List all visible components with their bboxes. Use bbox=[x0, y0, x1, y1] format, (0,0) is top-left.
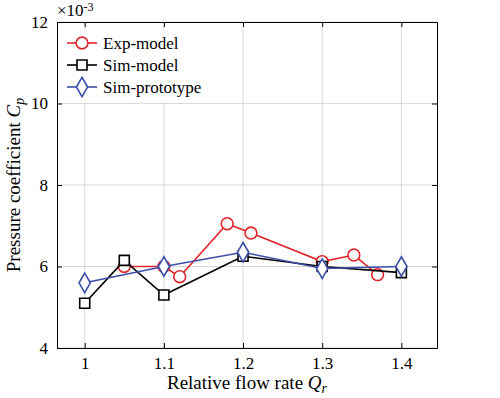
axis-line bbox=[58, 22, 438, 23]
tick-label: 4 bbox=[40, 339, 49, 358]
tick-label: 1.3 bbox=[312, 354, 333, 373]
series-layer bbox=[79, 218, 407, 308]
tick-mark bbox=[432, 348, 437, 349]
tick bbox=[322, 22, 323, 27]
tick-label: 12 bbox=[31, 13, 48, 32]
tick-mark bbox=[85, 22, 86, 27]
tick-mark bbox=[243, 22, 244, 27]
plot: 1 1.1 1.2 1.3 1.4 4 6 8 10 12 Exp-model Sim-model Si… bbox=[31, 13, 438, 373]
tick-mark bbox=[57, 104, 62, 105]
tick bbox=[432, 348, 437, 349]
tick bbox=[401, 22, 402, 27]
annotation-superscript: -3 bbox=[84, 0, 94, 14]
legend-marker bbox=[76, 37, 88, 49]
tick-mark bbox=[57, 185, 62, 186]
tick bbox=[432, 22, 437, 23]
legend-label: Exp-model bbox=[103, 34, 179, 53]
legend-label: Sim-prototype bbox=[103, 78, 201, 97]
tick-mark bbox=[57, 267, 62, 268]
tick-mark bbox=[401, 22, 402, 27]
tick-mark bbox=[322, 22, 323, 27]
tick bbox=[432, 104, 437, 105]
tick: 10 bbox=[31, 94, 62, 113]
marker bbox=[159, 290, 169, 300]
tick: 1.1 bbox=[154, 343, 175, 373]
legend-background bbox=[63, 30, 203, 102]
axis-line bbox=[437, 23, 438, 349]
legend-marker bbox=[77, 60, 87, 70]
tick-mark bbox=[57, 348, 62, 349]
y-axis: 4 6 8 10 12 bbox=[31, 13, 62, 358]
x-axis: 1 1.1 1.2 1.3 1.4 bbox=[58, 343, 438, 373]
tick: 1 bbox=[81, 343, 90, 373]
tick-label: 1.2 bbox=[233, 354, 254, 373]
tick bbox=[432, 267, 437, 268]
grid bbox=[57, 22, 437, 348]
tick-mark bbox=[243, 343, 244, 348]
tick-mark bbox=[322, 343, 323, 348]
marker bbox=[396, 257, 407, 277]
tick bbox=[85, 22, 86, 27]
tick-mark bbox=[432, 22, 437, 23]
tick bbox=[164, 22, 165, 27]
marker bbox=[221, 218, 233, 230]
tick-mark bbox=[432, 104, 437, 105]
tick: 8 bbox=[40, 176, 63, 195]
tick-label: 8 bbox=[40, 176, 49, 195]
legend-item: Sim-prototype bbox=[67, 77, 201, 97]
tick-mark bbox=[85, 343, 86, 348]
legend-label: Sim-model bbox=[103, 56, 179, 75]
annotation: ×10-3 bbox=[57, 0, 94, 20]
legend-item: Exp-model bbox=[67, 34, 179, 53]
y-axis-title: Pressure coefficient Cp bbox=[3, 98, 27, 272]
x-axis-top bbox=[58, 22, 438, 27]
tick: 4 bbox=[40, 339, 63, 358]
legend-marker bbox=[76, 77, 87, 97]
tick bbox=[432, 185, 437, 186]
chart: 1 1.1 1.2 1.3 1.4 4 6 8 10 12 Exp-model Sim-model Si… bbox=[0, 0, 500, 398]
grid-line bbox=[57, 348, 437, 349]
tick-mark bbox=[432, 185, 437, 186]
grid-line bbox=[57, 103, 437, 104]
marker bbox=[174, 271, 186, 283]
marker bbox=[317, 259, 328, 279]
tick: 1.4 bbox=[391, 343, 413, 373]
marker bbox=[245, 227, 257, 239]
tick-mark bbox=[57, 22, 62, 23]
tick-mark bbox=[164, 22, 165, 27]
legend: Exp-model Sim-model Sim-prototype bbox=[63, 30, 203, 102]
tick bbox=[243, 22, 244, 27]
grid-line bbox=[57, 22, 437, 23]
annotation-text: ×10 bbox=[57, 1, 84, 20]
y-axis-right bbox=[432, 23, 438, 349]
marker bbox=[119, 255, 129, 265]
legend-item: Sim-model bbox=[67, 56, 179, 75]
tick: 1.3 bbox=[312, 343, 333, 373]
tick-mark bbox=[401, 343, 402, 348]
tick-label: 1 bbox=[81, 354, 90, 373]
tick-label: 10 bbox=[31, 94, 48, 113]
tick-mark bbox=[164, 343, 165, 348]
marker bbox=[80, 298, 90, 308]
tick: 6 bbox=[40, 257, 63, 276]
marker bbox=[158, 257, 169, 277]
x-axis-title: Relative flow rate Qr bbox=[167, 372, 328, 396]
grid-line bbox=[57, 185, 437, 186]
tick: 1.2 bbox=[233, 343, 254, 373]
tick-mark bbox=[432, 267, 437, 268]
tick-label: 6 bbox=[40, 257, 49, 276]
marker bbox=[348, 249, 360, 261]
tick-label: 1.4 bbox=[391, 354, 413, 373]
marker bbox=[237, 242, 248, 262]
marker bbox=[79, 273, 90, 293]
axis-line bbox=[58, 348, 438, 349]
tick-label: 1.1 bbox=[154, 354, 175, 373]
